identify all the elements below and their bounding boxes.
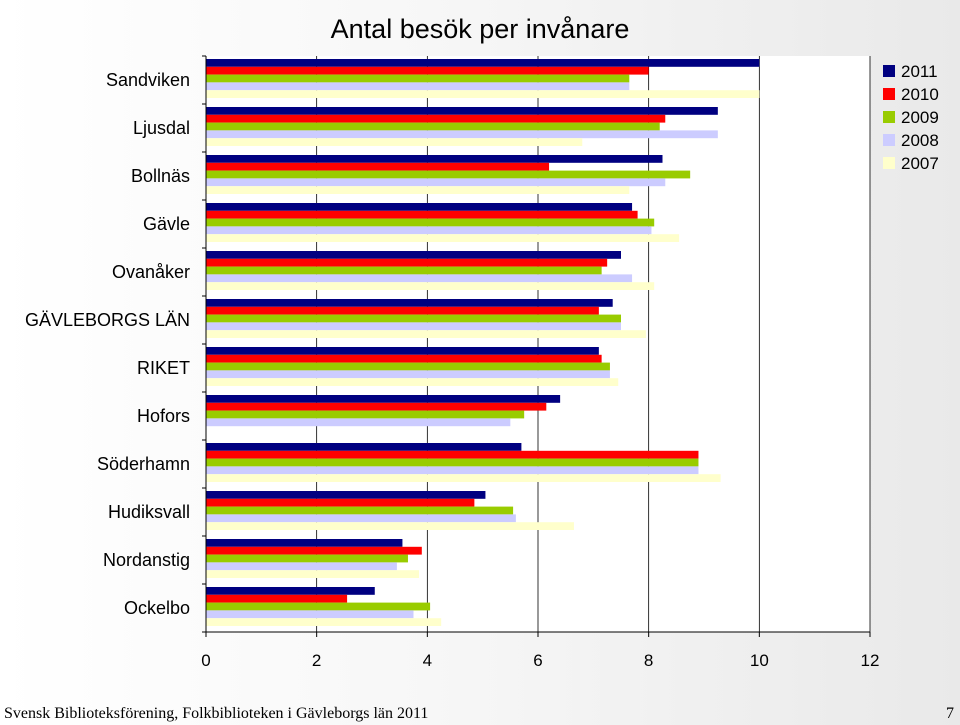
bar-2011 [206,251,621,259]
bar-2008 [206,82,630,91]
legend-swatch-2009 [883,111,895,123]
bar-2010 [206,210,638,219]
x-tick-label: 4 [423,651,432,670]
bar-2011 [206,347,599,355]
bar-2011 [206,59,760,67]
bar-2011 [206,539,403,547]
bar-2010 [206,66,649,75]
category-label: Ovanåker [112,262,190,282]
bar-2007 [206,138,583,146]
category-label: GÄVLEBORGS LÄN [25,310,190,330]
bar-2007 [206,186,630,194]
bar-2009 [206,458,699,467]
x-tick-label: 10 [750,651,769,670]
bar-2010 [206,354,602,363]
category-label: Ockelbo [124,598,190,618]
bar-2007 [206,378,619,386]
bar-2009 [206,362,610,371]
bar-2009 [206,554,408,563]
footer-source: Svensk Biblioteksförening, Folkbibliotek… [4,705,429,722]
bar-2008 [206,610,414,619]
bar-2007 [206,234,680,242]
bar-2011 [206,491,486,499]
legend-swatch-2007 [883,157,895,169]
bar-2007 [206,570,420,578]
legend-swatch-2010 [883,88,895,100]
bar-2009 [206,266,602,275]
category-label: Nordanstig [103,550,190,570]
bar-2011 [206,587,375,595]
bar-2009 [206,74,630,83]
bar-2010 [206,546,422,555]
bar-2010 [206,498,475,507]
bar-2009 [206,314,621,323]
bar-2011 [206,155,663,163]
bar-2009 [206,506,514,515]
bar-2008 [206,178,666,187]
legend-label-2007: 2007 [901,154,939,173]
category-label: Ljusdal [133,118,190,138]
bar-2008 [206,466,699,475]
bar-2011 [206,299,613,307]
category-label: Bollnäs [131,166,190,186]
bar-2010 [206,258,608,267]
x-tick-label: 8 [644,651,653,670]
x-tick-label: 6 [533,651,542,670]
category-label: Hudiksvall [108,502,190,522]
legend-label-2010: 2010 [901,85,939,104]
bar-2010 [206,402,547,411]
category-label: Gävle [143,214,190,234]
bar-2010 [206,450,699,459]
page-number: 7 [946,705,954,722]
category-label: Sandviken [106,70,190,90]
bar-2007 [206,522,574,530]
bar-2008 [206,226,652,235]
legend-swatch-2011 [883,65,895,77]
legend-label-2008: 2008 [901,131,939,150]
bar-2008 [206,130,718,139]
bar-2011 [206,395,561,403]
bar-2009 [206,218,655,227]
bar-2008 [206,418,511,427]
chart-title: Antal besök per invånare [331,14,630,44]
category-label: Söderhamn [97,454,190,474]
x-tick-label: 0 [201,651,210,670]
bar-2008 [206,370,610,379]
category-label: RIKET [137,358,190,378]
bar-2008 [206,562,397,571]
bar-2009 [206,410,525,419]
bar-2010 [206,306,599,315]
bar-2009 [206,122,660,131]
bar-2007 [206,618,442,626]
bar-2009 [206,170,691,179]
legend-label-2011: 2011 [901,62,938,81]
bar-2008 [206,322,621,331]
bar-2011 [206,107,718,115]
bar-2010 [206,594,348,603]
bar-2007 [206,90,760,98]
x-tick-label: 12 [861,651,880,670]
x-tick-label: 2 [312,651,321,670]
bar-2007 [206,474,721,482]
bar-2011 [206,203,633,211]
bar-2007 [206,282,655,290]
bar-2007 [206,330,646,338]
bar-2008 [206,514,516,523]
bar-2009 [206,602,431,611]
bar-2010 [206,114,666,123]
bar-2008 [206,274,633,283]
legend-swatch-2008 [883,134,895,146]
bar-2010 [206,162,550,171]
legend-label-2009: 2009 [901,108,939,127]
bar-2011 [206,443,522,451]
category-label: Hofors [137,406,190,426]
